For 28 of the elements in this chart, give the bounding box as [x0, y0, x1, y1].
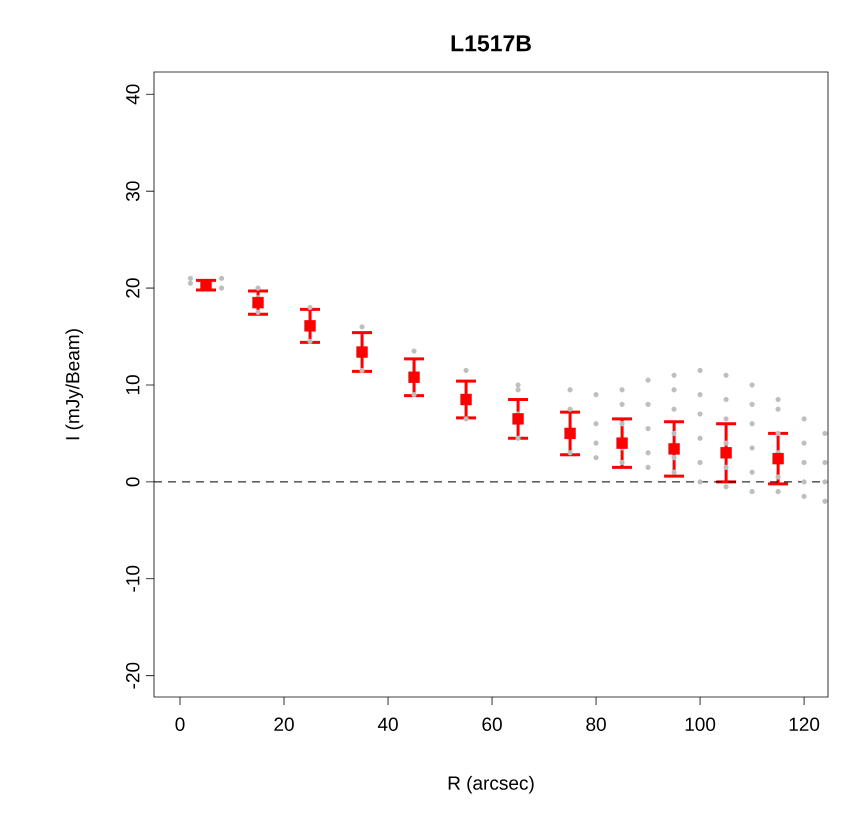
y-tick-label: 40 [126, 84, 140, 104]
x-tick-label: 0 [175, 718, 185, 731]
point [668, 443, 680, 455]
y-axis-title: I (mJy/Beam) [65, 329, 84, 440]
x-tick-label: 40 [378, 718, 398, 731]
chart-title: L1517B [452, 35, 531, 52]
y-tick-label: 20 [126, 278, 140, 298]
y-tick-label: 10 [126, 375, 140, 394]
y-tick-label: -20 [126, 662, 140, 689]
y-tick-label: 0 [126, 477, 140, 486]
point [616, 437, 628, 449]
y-tick-label: -10 [126, 566, 140, 592]
x-tick-label: 20 [274, 718, 294, 731]
x-axis-title: R (arcsec) [448, 776, 534, 794]
point [408, 372, 420, 383]
point [460, 394, 472, 406]
point [356, 346, 368, 358]
y-tick-label: 30 [126, 181, 140, 202]
x-tick-label: 80 [586, 718, 606, 731]
x-tick-label: 120 [790, 718, 820, 731]
point [252, 296, 264, 308]
x-tick-label: 60 [482, 718, 502, 731]
point [564, 428, 576, 440]
point [304, 320, 316, 332]
x-tick-label: 100 [686, 718, 716, 731]
point [720, 447, 732, 459]
point [512, 413, 524, 425]
point [772, 452, 784, 464]
